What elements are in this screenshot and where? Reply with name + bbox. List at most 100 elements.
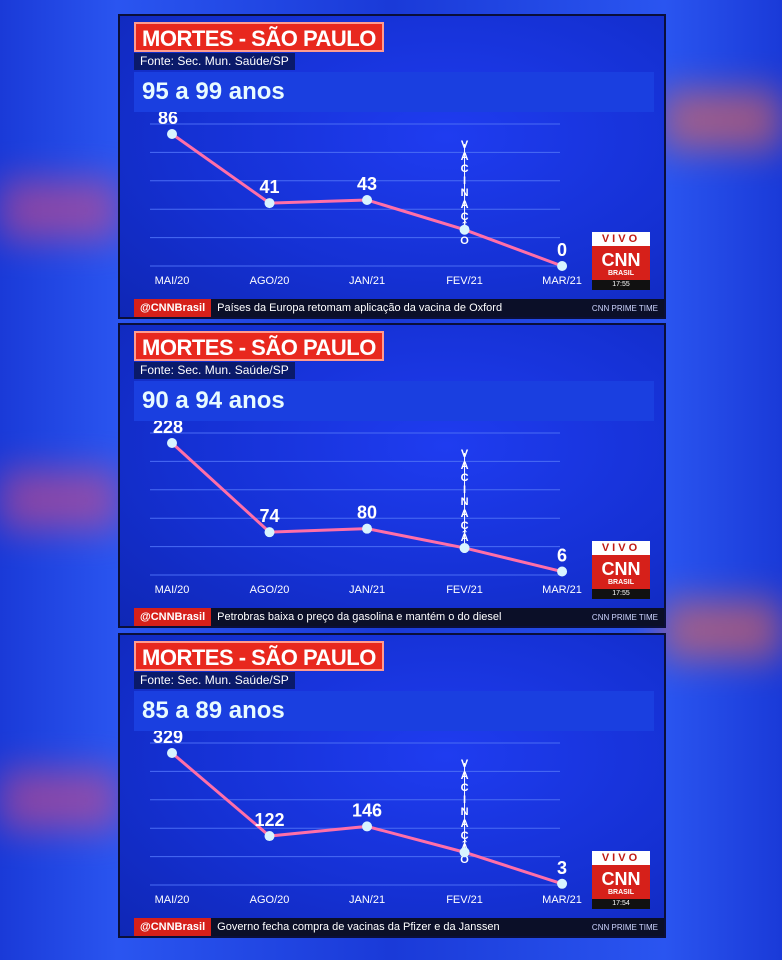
x-tick-label: JAN/21 [349, 275, 385, 287]
vaccination-letter: A [461, 818, 469, 830]
x-tick-label: MAI/20 [155, 894, 190, 906]
data-point [459, 542, 470, 553]
data-label: 329 [153, 727, 183, 747]
news-ticker: @CNNBrasil Petrobras baixa o preço da ga… [134, 608, 664, 626]
x-tick-label: AGO/20 [250, 275, 290, 287]
line-chart: VACINAÇÃO329MAI/20122AGO/20146JAN/21FEV/… [150, 727, 582, 906]
data-label: 86 [158, 108, 178, 128]
background-blur [0, 180, 120, 240]
vaccination-letter: A [461, 508, 469, 520]
vaccination-letter: Ã [461, 531, 469, 544]
x-tick-label: JAN/21 [349, 584, 385, 596]
chart-panel: VACINAÇÃO228MAI/2074AGO/2080JAN/21FEV/21… [118, 323, 666, 628]
cnn-logo-text: CNN [601, 250, 641, 270]
program-name: CNN PRIME TIME [591, 922, 658, 932]
data-label: 43 [357, 174, 377, 194]
x-tick-label: AGO/20 [250, 584, 290, 596]
background-blur [662, 600, 782, 660]
data-label: 74 [259, 506, 279, 526]
news-ticker: @CNNBrasil Governo fecha compra de vacin… [134, 918, 664, 936]
cnn-live-bug: VIVO CNN BRASIL 17:55 [592, 232, 650, 294]
data-point [167, 438, 177, 448]
vaccination-letter: V [461, 139, 469, 151]
background-blur [662, 90, 782, 150]
vaccination-letter: A [461, 460, 469, 472]
data-point [264, 198, 275, 209]
chart-panel: VACINAÇÃO86MAI/2041AGO/2043JAN/21FEV/210… [118, 14, 666, 319]
x-tick-label: MAR/21 [542, 584, 582, 596]
cnn-live-bug: VIVO CNN BRASIL 17:54 [592, 851, 650, 913]
data-point [362, 523, 373, 534]
live-label: VIVO [592, 232, 650, 246]
x-tick-label: MAR/21 [542, 275, 582, 287]
data-point [459, 224, 470, 235]
ticker-brand: @CNNBrasil [134, 918, 212, 936]
cnn-live-bug: VIVO CNN BRASIL 17:55 [592, 541, 650, 603]
data-point [264, 527, 275, 538]
data-label: 6 [557, 546, 567, 566]
program-name: CNN PRIME TIME [591, 612, 658, 622]
panel-title: MORTES - SÃO PAULO [134, 22, 384, 52]
vaccination-letter: I [463, 175, 466, 187]
ticker-brand: @CNNBrasil [134, 608, 212, 626]
vaccination-letter: A [461, 151, 469, 163]
x-tick-label: FEV/21 [446, 894, 483, 906]
data-label: 3 [557, 858, 567, 878]
data-point [167, 129, 177, 139]
vaccination-letter: N [461, 806, 469, 818]
vaccination-letter: A [461, 199, 469, 211]
x-tick-label: MAI/20 [155, 584, 190, 596]
vaccination-letter: I [463, 484, 466, 496]
chart-panel: VACINAÇÃO329MAI/20122AGO/20146JAN/21FEV/… [118, 633, 666, 938]
vaccination-letter: Ç [461, 520, 469, 532]
ticker-headline: Países da Europa retomam aplicação da va… [217, 302, 503, 314]
clock: 17:54 [592, 899, 650, 909]
cnn-logo: CNN BRASIL [592, 865, 650, 899]
live-label: VIVO [592, 851, 650, 865]
background-blur [0, 470, 120, 530]
data-label: 228 [153, 417, 183, 437]
vaccination-letter: Ç [461, 830, 469, 842]
ticker-brand: @CNNBrasil [134, 299, 212, 317]
vaccination-letter: C [461, 472, 469, 484]
news-ticker: @CNNBrasil Países da Europa retomam apli… [134, 299, 664, 317]
line-chart: VACINAÇÃO228MAI/2074AGO/2080JAN/21FEV/21… [150, 417, 582, 596]
background-blur [0, 770, 120, 830]
data-point [362, 821, 373, 832]
cnn-logo-text: CNN [601, 559, 641, 579]
data-label: 122 [254, 810, 284, 830]
age-band-label: 90 a 94 anos [134, 381, 654, 421]
data-label: 146 [352, 800, 382, 820]
ticker-headline: Petrobras baixa o preço da gasolina e ma… [217, 611, 502, 623]
data-point [459, 847, 470, 858]
age-band-label: 85 a 89 anos [134, 691, 654, 731]
data-point [167, 748, 177, 758]
data-label: 0 [557, 240, 567, 260]
data-point [557, 566, 568, 577]
vaccination-letter: V [461, 448, 469, 460]
data-label: 41 [259, 177, 279, 197]
panel-title: MORTES - SÃO PAULO [134, 641, 384, 671]
source-label: Fonte: Sec. Mun. Saúde/SP [134, 672, 295, 689]
logo-sub: BRASIL [607, 579, 635, 586]
vaccination-letter: V [461, 758, 469, 770]
data-point [557, 878, 568, 889]
data-point [557, 261, 568, 271]
vaccination-letter: I [463, 794, 466, 806]
clock: 17:55 [592, 280, 650, 290]
program-name: CNN PRIME TIME [591, 303, 658, 313]
x-tick-label: JAN/21 [349, 894, 385, 906]
x-tick-label: AGO/20 [250, 894, 290, 906]
cnn-logo: CNN BRASIL [592, 246, 650, 280]
source-label: Fonte: Sec. Mun. Saúde/SP [134, 53, 295, 70]
x-tick-label: MAI/20 [155, 275, 190, 287]
vaccination-letter: Ç [461, 211, 469, 223]
panel-title: MORTES - SÃO PAULO [134, 331, 384, 361]
data-label: 80 [357, 503, 377, 523]
x-tick-label: FEV/21 [446, 584, 483, 596]
cnn-logo-text: CNN [601, 869, 641, 889]
vaccination-letter: N [461, 187, 469, 199]
x-tick-label: FEV/21 [446, 275, 483, 287]
vaccination-letter: O [460, 235, 469, 247]
clock: 17:55 [592, 589, 650, 599]
